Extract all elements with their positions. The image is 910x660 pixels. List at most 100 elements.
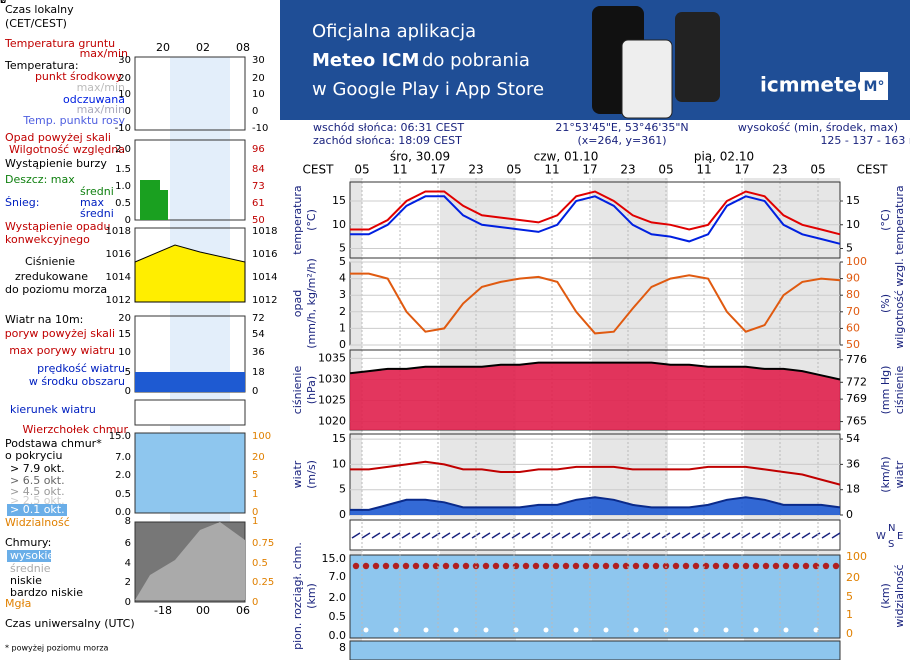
zone: CEST — [303, 163, 335, 177]
tick-label: 61 — [252, 198, 265, 209]
tick-label: 0 — [252, 106, 258, 117]
legend-text: poryw powyżej skali — [5, 327, 115, 340]
hour-label: 11 — [392, 163, 407, 177]
cloud-dot — [452, 562, 460, 570]
tick-label: 02 — [196, 41, 210, 54]
legend-text: niskie — [10, 574, 42, 587]
compass: E — [897, 531, 903, 542]
tick-label: 1012 — [106, 295, 131, 306]
y2-tick-label: 50 — [846, 338, 860, 351]
legend-text: odczuwana — [63, 93, 125, 106]
cloud-dots — [352, 562, 840, 633]
legend-text: Chmury: — [5, 536, 51, 549]
wind-arrow — [441, 532, 451, 539]
cloud-dot — [513, 627, 519, 633]
tick-label: 15.0 — [109, 431, 131, 442]
y-tick-label: 1020 — [318, 415, 346, 428]
axis-label: ciśnienie — [291, 366, 304, 415]
cloud-dot — [712, 562, 720, 570]
tick-label: 0.0 — [115, 507, 131, 518]
y2-tick-label: 15 — [846, 194, 860, 207]
banner-line: w Google Play i App Store — [312, 79, 544, 100]
tick-label: 100 — [252, 431, 271, 442]
tick-label: 20 — [118, 73, 131, 84]
cloud-dot — [813, 627, 819, 633]
wind-arrow — [551, 532, 561, 539]
tick-label: 06 — [236, 604, 250, 617]
cloud-dot — [792, 562, 800, 570]
wind-arrow — [481, 532, 491, 539]
wind-arrow — [811, 532, 821, 539]
cloud-dot — [363, 627, 369, 633]
day: czw, 01.10 — [534, 150, 599, 164]
hour-label: 11 — [696, 163, 711, 177]
hour-label: 05 — [810, 163, 825, 177]
axis-label: temperatura — [291, 185, 304, 254]
y2-tick-label: 80 — [846, 288, 860, 301]
logo: icmmeteo — [760, 73, 871, 97]
legend-text: punkt środkowy — [35, 70, 123, 83]
y-tick-label: 1030 — [318, 372, 346, 385]
banner-line: Meteo ICM — [312, 50, 419, 71]
y-tick-label: 4 — [339, 272, 346, 285]
y-tick-label: 0 — [339, 508, 346, 521]
tick-label: 1016 — [252, 249, 277, 260]
tick-label: 73 — [252, 181, 265, 192]
wind-arrow — [521, 532, 531, 539]
tick-label: 0 — [125, 215, 131, 226]
area — [350, 497, 840, 515]
cloud-dot — [362, 562, 370, 570]
cloud-dot — [462, 562, 470, 570]
legend-text: max — [80, 196, 104, 209]
axis-label: (km) — [305, 583, 318, 609]
wind-arrow — [741, 532, 751, 539]
y2-tick-label: 36 — [846, 457, 860, 470]
tick-label: 54 — [252, 329, 265, 340]
legend-text: Wierzchołek chmur — [23, 423, 129, 436]
axis-label: (mm/h, kg/m²/h) — [305, 258, 318, 349]
y2-tick-label: 769 — [846, 392, 867, 405]
tick-label: 7.0 — [329, 570, 347, 583]
tick-label: 8 — [339, 641, 346, 654]
cloud-dot — [502, 562, 510, 570]
tick-label: 00 — [196, 604, 210, 617]
cover-panel — [349, 640, 841, 660]
legend-text: max/min — [77, 103, 125, 116]
tick-label: 1 — [846, 608, 853, 621]
tick-label: 08 — [0, 0, 6, 6]
wind-arrow — [511, 532, 521, 539]
cloud-dot — [632, 562, 640, 570]
legend-text: Mgła — [5, 597, 31, 610]
tick-label: 1016 — [106, 249, 131, 260]
wind-arrow — [751, 532, 761, 539]
tick-label: 0.5 — [115, 198, 131, 209]
axis-label: temperatura — [893, 185, 906, 254]
legend-text: max porywy wiatru — [9, 344, 115, 357]
legend — [7, 56, 246, 603]
cloud-dot — [782, 562, 790, 570]
wind-arrow — [461, 532, 471, 539]
tick-label: 20 — [252, 73, 265, 84]
tick-label: 18 — [252, 367, 265, 378]
footnote: * powyżej poziomu morza — [5, 644, 109, 653]
wind-arrow — [401, 532, 411, 539]
y-tick-label: 0 — [339, 338, 346, 351]
y-tick-label: 5 — [339, 255, 346, 268]
wind-arrow — [391, 532, 401, 539]
legend-text: w środku obszaru — [29, 375, 125, 388]
cloud-dot — [652, 562, 660, 570]
legend-text: Temp. punktu rosy — [22, 114, 125, 127]
tick-label: 20 — [0, 0, 6, 6]
wind-arrow — [701, 532, 711, 539]
wind-arrow — [651, 532, 661, 539]
cloud-dot — [822, 562, 830, 570]
legend-text: Wystąpienie opadu — [5, 220, 110, 233]
cloud-dot — [742, 562, 750, 570]
hour-label: 23 — [620, 163, 635, 177]
panel — [349, 181, 841, 259]
tick-label: 5 — [252, 470, 258, 481]
hour-label: 05 — [658, 163, 673, 177]
tick-label: 2 — [125, 577, 131, 588]
cloud-dot — [682, 562, 690, 570]
tick-label: 1.5 — [115, 164, 131, 175]
